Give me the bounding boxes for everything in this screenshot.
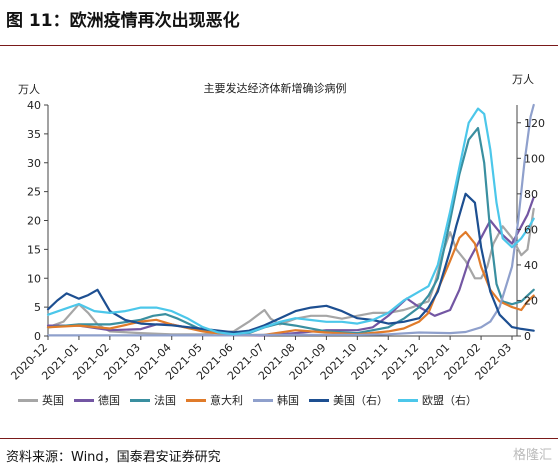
legend-label: 意大利 xyxy=(210,394,243,407)
series-line xyxy=(46,196,535,337)
chart-title: 主要发达经济体新增确诊病例 xyxy=(204,81,347,95)
right-tick-label: 60 xyxy=(524,223,538,236)
left-tick-label: 15 xyxy=(27,243,41,256)
left-tick-label: 35 xyxy=(27,128,41,141)
legend-swatch xyxy=(398,398,418,402)
right-axis-unit: 万人 xyxy=(512,73,534,86)
legend-label: 欧盟（右） xyxy=(422,394,477,407)
legend-item: 法国 xyxy=(130,392,176,408)
line-chart: 主要发达经济体新增确诊病例 万人 万人 0 5 10 15 20 25 30 35 40 0 20 4… xyxy=(8,73,545,383)
series-line xyxy=(46,192,535,334)
legend-swatch xyxy=(309,398,329,402)
legend-item: 美国（右） xyxy=(309,392,388,408)
legend-label: 美国（右） xyxy=(333,394,388,407)
left-axis-unit: 万人 xyxy=(18,83,40,96)
series-line xyxy=(46,127,535,336)
chart-legend: 英国 德国 法国 意大利 韩国 美国（右） 欧盟（右） xyxy=(18,392,548,408)
legend-item: 欧盟（右） xyxy=(398,392,477,408)
right-tick-label: 40 xyxy=(524,259,538,272)
legend-swatch xyxy=(253,398,273,402)
series-line xyxy=(46,103,535,337)
left-tick-label: 40 xyxy=(27,99,41,112)
top-divider xyxy=(0,45,558,46)
legend-item: 韩国 xyxy=(253,392,299,408)
right-tick-label: 100 xyxy=(524,152,545,165)
series-layer xyxy=(46,103,535,337)
watermark-logo: 格隆汇 xyxy=(512,448,552,463)
series-line xyxy=(46,107,535,336)
legend-label: 德国 xyxy=(98,394,120,407)
legend-label: 英国 xyxy=(42,394,64,407)
legend-swatch xyxy=(74,398,94,402)
source-note: 资料来源：Wind，国泰君安证券研究 xyxy=(6,450,221,465)
axes xyxy=(47,105,518,337)
bottom-divider xyxy=(0,438,558,439)
legend-swatch xyxy=(186,398,206,402)
figure-title: 图 11：欧洲疫情再次出现恶化 xyxy=(6,11,240,31)
legend-item: 英国 xyxy=(18,392,64,408)
left-tick-label: 0 xyxy=(34,330,41,343)
legend-label: 法国 xyxy=(154,394,176,407)
left-tick-label: 30 xyxy=(27,157,41,170)
series-line xyxy=(46,207,535,336)
legend-swatch xyxy=(18,398,38,402)
series-line xyxy=(46,231,535,337)
right-tick-label: 0 xyxy=(524,330,531,343)
legend-label: 韩国 xyxy=(277,394,299,407)
legend-swatch xyxy=(130,398,150,402)
left-tick-label: 5 xyxy=(34,301,41,314)
right-tick-label: 20 xyxy=(524,294,538,307)
legend-item: 意大利 xyxy=(186,392,243,408)
left-tick-label: 10 xyxy=(27,272,41,285)
left-tick-label: 20 xyxy=(27,215,41,228)
right-tick-label: 120 xyxy=(524,117,545,130)
left-tick-label: 25 xyxy=(27,186,41,199)
right-tick-label: 80 xyxy=(524,188,538,201)
legend-item: 德国 xyxy=(74,392,120,408)
